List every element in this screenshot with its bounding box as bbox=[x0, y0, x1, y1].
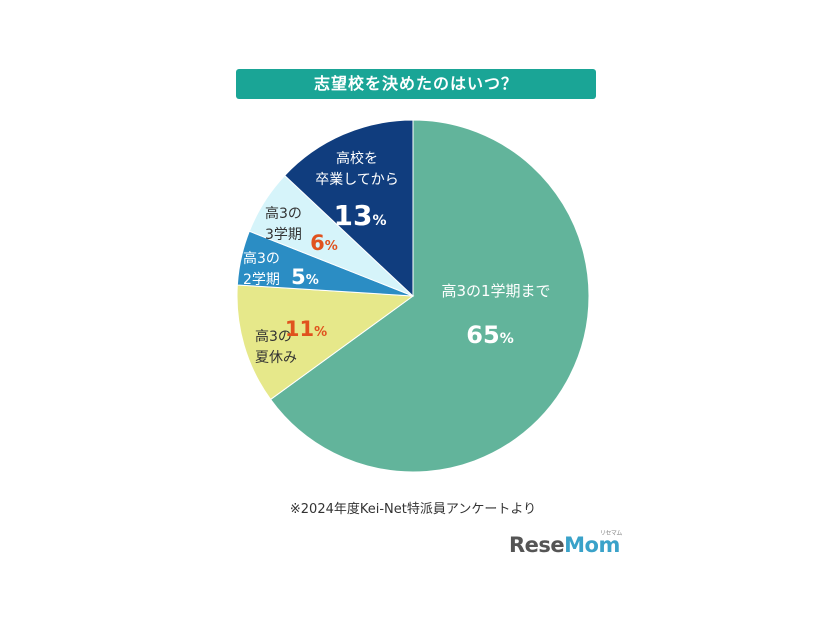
slice-value-number-s2: 11 bbox=[285, 317, 314, 341]
pie-slice-s5 bbox=[283, 119, 414, 298]
pie-slice-s1 bbox=[269, 119, 590, 473]
slice-value-number-s3: 5 bbox=[291, 265, 306, 289]
slice-value-percent-s3: % bbox=[306, 273, 319, 288]
slice-label-line1-s3: 高3の bbox=[243, 250, 280, 267]
slice-label-line2-s2: 夏休み bbox=[255, 350, 297, 366]
slice-value-s3: 5% bbox=[291, 265, 319, 289]
slice-value-percent-s2: % bbox=[314, 325, 327, 340]
logo-reading: リセマム bbox=[599, 530, 623, 537]
slice-value-percent-s5: % bbox=[372, 213, 386, 229]
slice-value-number-s1: 65 bbox=[466, 321, 499, 349]
slice-value-s5: 13% bbox=[334, 199, 387, 232]
slice-value-s4: 6% bbox=[310, 231, 338, 255]
chart-title: 志望校を決めたのはいつ？ bbox=[236, 69, 596, 99]
slice-label-line2-s5: 卒業してから bbox=[315, 172, 399, 188]
slice-label-line1-s2: 高3の bbox=[255, 328, 292, 345]
logo-text-rese: Rese bbox=[509, 533, 565, 557]
slice-label-line2-s4: 3学期 bbox=[265, 227, 302, 243]
slice-value-s1: 65% bbox=[466, 321, 513, 349]
pie-slices bbox=[236, 119, 590, 473]
slice-value-number-s5: 13 bbox=[334, 199, 373, 232]
slice-label-line1-s5: 高校を bbox=[336, 150, 378, 167]
slice-value-s2: 11% bbox=[285, 317, 327, 341]
pie-slice-s2 bbox=[236, 284, 415, 401]
slice-label-line1-s1: 高3の1学期まで bbox=[441, 282, 550, 300]
slice-value-number-s4: 6 bbox=[310, 231, 325, 255]
slice-label-line2-s3: 2学期 bbox=[243, 272, 280, 288]
slice-label-line1-s4: 高3の bbox=[265, 205, 302, 222]
slice-value-percent-s4: % bbox=[325, 239, 338, 254]
logo-text-mom: Mom bbox=[564, 533, 620, 557]
source-note: ※2024年度Kei-Net特派員アンケートより bbox=[289, 502, 537, 517]
slice-value-percent-s1: % bbox=[500, 331, 514, 347]
resemom-logo: ReseMom リセマム bbox=[509, 530, 622, 557]
